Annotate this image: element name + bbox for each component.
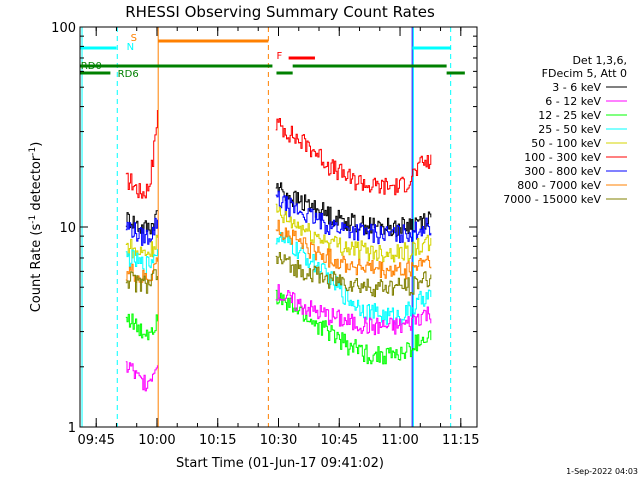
series-line — [125, 361, 158, 392]
legend-label: 7000 - 15000 keV — [503, 193, 601, 206]
y-axis-label-mid: detector — [29, 155, 44, 215]
chart-title: RHESSI Observing Summary Count Rates — [125, 3, 435, 21]
y-axis-label: Count Rate (s-1 detector-1) — [28, 142, 44, 313]
y-tick-label: 100 — [51, 21, 76, 36]
x-tick-label: 10:00 — [138, 433, 175, 448]
legend-header: Det 1,3,6, — [572, 54, 627, 67]
series-line — [125, 110, 158, 199]
x-tick-label: 11:00 — [381, 433, 418, 448]
series-line — [275, 190, 432, 245]
flag-label: S — [131, 33, 137, 44]
legend-label: 12 - 25 keV — [538, 109, 601, 122]
x-axis-label: Start Time (01-Jun-17 09:41:02) — [176, 456, 384, 471]
series-line — [275, 118, 432, 196]
x-tick-label: 10:45 — [321, 433, 358, 448]
y-tick-label: 10 — [59, 221, 76, 236]
series-line — [275, 182, 432, 238]
flag-label: N — [127, 42, 134, 53]
flag-label: F — [276, 51, 282, 62]
footer-timestamp: 1-Sep-2022 04:03 — [566, 467, 638, 476]
series-line — [275, 252, 432, 298]
legend-label: 300 - 800 keV — [524, 165, 601, 178]
y-axis-label-sup1: -1 — [28, 215, 38, 224]
series-line — [275, 284, 432, 336]
legend-label: 100 - 300 keV — [524, 151, 601, 164]
legend-label: 800 - 7000 keV — [517, 179, 601, 192]
series-line — [125, 217, 158, 246]
series-line — [275, 219, 432, 280]
series-line — [125, 234, 158, 259]
series-line — [125, 249, 158, 275]
series-line — [125, 210, 158, 235]
legend-label: 3 - 6 keV — [552, 81, 601, 94]
x-tick-label: 11:15 — [442, 433, 479, 448]
series-line — [125, 269, 158, 294]
x-tick-label: 10:30 — [260, 433, 297, 448]
legend-label: 50 - 100 keV — [531, 137, 601, 150]
y-axis-label-main: Count Rate (s — [29, 224, 44, 313]
flag-label: RD0 — [81, 61, 102, 72]
y-axis-label-sup2: -1 — [28, 147, 38, 156]
y-tick-label: 1 — [68, 421, 76, 436]
y-axis-label-end: ) — [29, 142, 44, 147]
legend-label: 25 - 50 keV — [538, 123, 601, 136]
series-line — [275, 203, 432, 263]
x-tick-label: 10:15 — [199, 433, 236, 448]
series-line — [125, 257, 158, 284]
legend-header: FDecim 5, Att 0 — [542, 67, 627, 80]
legend-label: 6 - 12 keV — [545, 95, 601, 108]
flag-label: RD6 — [118, 69, 139, 80]
series-line — [125, 313, 158, 341]
x-tick-label: 09:45 — [77, 433, 114, 448]
